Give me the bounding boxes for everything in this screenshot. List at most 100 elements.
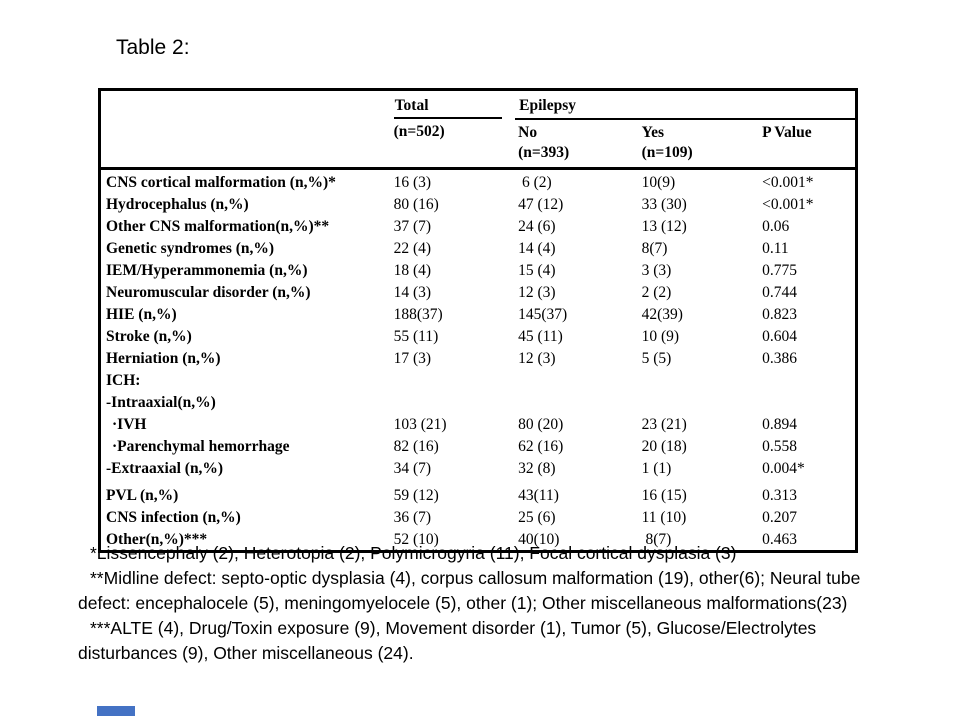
row-label: -Intraaxial(n,%) bbox=[106, 394, 216, 411]
yes-value bbox=[639, 370, 759, 392]
table-row: CNS infection (n,%) 36 (7) 25 (6) 11 (10) 0.… bbox=[100, 506, 857, 528]
slide-accent-bar bbox=[97, 706, 135, 716]
table-row: Stroke (n,%) 55 (11) 45 (11) 10 (9) 0.604 bbox=[100, 326, 857, 348]
header-empty-cell bbox=[99, 119, 391, 170]
no-value: 47 (12) bbox=[518, 196, 564, 213]
footnote-3: ***ALTE (4), Drug/Toxin exposure (9), Mo… bbox=[78, 618, 817, 663]
p-value: 0.004* bbox=[762, 460, 805, 477]
row-label: IEM/Hyperammonemia (n,%) bbox=[106, 262, 308, 279]
row-label: -Extraaxial (n,%) bbox=[106, 460, 224, 477]
total-header-label: Total bbox=[393, 96, 502, 119]
no-value: 40(10) bbox=[518, 530, 560, 548]
pvalue-label: P Value bbox=[762, 124, 812, 141]
total-value: 14 (3) bbox=[393, 284, 432, 301]
no-value: 6 (2) bbox=[518, 174, 552, 191]
no-value: 15 (4) bbox=[518, 262, 556, 279]
p-value: <0.001* bbox=[762, 174, 814, 191]
row-label: HIE (n,%) bbox=[106, 306, 177, 323]
p-value: 0.604 bbox=[762, 328, 797, 345]
no-value: 24 (6) bbox=[518, 218, 556, 235]
footnote-1: *Lissencephaly (2), Heterotopia (2), Pol… bbox=[90, 543, 737, 563]
total-value: 36 (7) bbox=[393, 508, 432, 526]
yes-value bbox=[639, 392, 759, 414]
row-label: Neuromuscular disorder (n,%) bbox=[106, 284, 311, 301]
yes-value: 8(7) bbox=[641, 240, 668, 257]
table-row: Hydrocephalus (n,%) 80 (16) 47 (12) 33 (30)… bbox=[100, 194, 857, 216]
p-value: 0.463 bbox=[762, 530, 797, 548]
table-row: ·Parenchymal hemorrhage 82 (16) 62 (16) 20 … bbox=[100, 436, 857, 458]
row-label: ICH: bbox=[106, 372, 141, 389]
p-value: 0.313 bbox=[762, 486, 797, 504]
no-value: 12 (3) bbox=[518, 284, 556, 301]
total-value: 34 (7) bbox=[393, 460, 432, 477]
no-value: 145(37) bbox=[518, 306, 568, 323]
table-header: Total Epilepsy (n=502) No (n=393) Yes (n… bbox=[99, 89, 857, 170]
total-value: 52 (10) bbox=[393, 530, 439, 548]
total-value: 82 (16) bbox=[393, 438, 439, 455]
yes-value: 1 (1) bbox=[641, 460, 672, 477]
table-body: CNS cortical malformation (n,%)* 16 (3) 6… bbox=[100, 169, 857, 552]
table-row: Genetic syndromes (n,%) 22 (4) 14 (4) 8(7) 0… bbox=[100, 238, 857, 260]
table-row: PVL (n,%) 59 (12) 43(11) 16 (15) 0.313 bbox=[100, 480, 857, 507]
yes-value: 33 (30) bbox=[641, 196, 687, 213]
row-label: Other CNS malformation(n,%)** bbox=[106, 218, 330, 235]
header-empty-cell bbox=[100, 90, 391, 120]
no-value: 43(11) bbox=[518, 486, 559, 504]
yes-value: 11 (10) bbox=[641, 508, 687, 526]
p-value bbox=[759, 370, 856, 392]
column-header-yes: Yes (n=109) bbox=[638, 119, 760, 170]
table-row: Neuromuscular disorder (n,%) 14 (3) 12 (3)… bbox=[100, 282, 857, 304]
total-value: 17 (3) bbox=[393, 350, 432, 367]
table-row: -Intraaxial(n,%) bbox=[100, 392, 857, 414]
no-value: 80 (20) bbox=[518, 416, 564, 433]
p-value: 0.775 bbox=[762, 262, 797, 279]
no-value: 12 (3) bbox=[518, 350, 556, 367]
p-value: 0.894 bbox=[762, 416, 797, 433]
yes-value: 2 (2) bbox=[641, 284, 672, 301]
table-row: Herniation (n,%) 17 (3) 12 (3) 5 (5) 0.386 bbox=[100, 348, 857, 370]
row-label: CNS cortical malformation (n,%)* bbox=[106, 174, 336, 191]
no-value bbox=[515, 370, 638, 392]
row-label: Stroke (n,%) bbox=[106, 328, 192, 345]
no-value bbox=[515, 392, 638, 414]
table-row: Other(n,%)*** 52 (10) 40(10) 8(7) 0.463 bbox=[100, 528, 857, 552]
no-value: 32 (8) bbox=[518, 460, 556, 477]
total-value: 22 (4) bbox=[393, 240, 432, 257]
p-value: 0.558 bbox=[762, 438, 797, 455]
yes-value: 10 (9) bbox=[641, 328, 680, 345]
row-label: Herniation (n,%) bbox=[106, 350, 221, 367]
data-table: Total Epilepsy (n=502) No (n=393) Yes (n… bbox=[98, 88, 858, 553]
total-value: 59 (12) bbox=[393, 486, 439, 504]
yes-n-label: (n=109) bbox=[641, 144, 693, 161]
yes-value: 16 (15) bbox=[641, 486, 687, 504]
yes-value: 10(9) bbox=[641, 174, 676, 191]
total-value: 103 (21) bbox=[393, 416, 447, 433]
table-row: Other CNS malformation(n,%)** 37 (7) 24 (6… bbox=[100, 216, 857, 238]
yes-value: 23 (21) bbox=[641, 416, 687, 433]
column-header-total-n: (n=502) bbox=[390, 119, 516, 170]
p-value: 0.207 bbox=[762, 508, 797, 526]
table-row: ·IVH 103 (21) 80 (20) 23 (21) 0.894 bbox=[100, 414, 857, 436]
yes-value: 3 (3) bbox=[641, 262, 672, 279]
total-n-label: (n=502) bbox=[393, 123, 445, 140]
page-title: Table 2: bbox=[116, 36, 190, 59]
yes-value: 8(7) bbox=[641, 530, 672, 548]
total-value: 188(37) bbox=[393, 306, 443, 323]
column-header-pvalue: P Value bbox=[759, 119, 857, 170]
yes-value: 5 (5) bbox=[641, 350, 672, 367]
no-label: No bbox=[518, 124, 538, 141]
table-row: ICH: bbox=[100, 370, 857, 392]
row-label: ·IVH bbox=[112, 416, 147, 433]
table-row: IEM/Hyperammonemia (n,%) 18 (4) 15 (4) 3 (3… bbox=[100, 260, 857, 282]
p-value: 0.823 bbox=[762, 306, 797, 323]
row-label: Genetic syndromes (n,%) bbox=[106, 240, 275, 257]
column-group-header-epilepsy: Epilepsy bbox=[515, 89, 857, 120]
row-label: ·Parenchymal hemorrhage bbox=[112, 438, 290, 455]
no-n-label: (n=393) bbox=[518, 144, 570, 161]
total-value: 80 (16) bbox=[393, 196, 439, 213]
no-value: 62 (16) bbox=[518, 438, 564, 455]
total-value: 37 (7) bbox=[393, 218, 432, 235]
table-row: -Extraaxial (n,%) 34 (7) 32 (8) 1 (1) 0.004* bbox=[100, 458, 857, 480]
row-label: Hydrocephalus (n,%) bbox=[106, 196, 249, 213]
total-value bbox=[391, 370, 515, 392]
